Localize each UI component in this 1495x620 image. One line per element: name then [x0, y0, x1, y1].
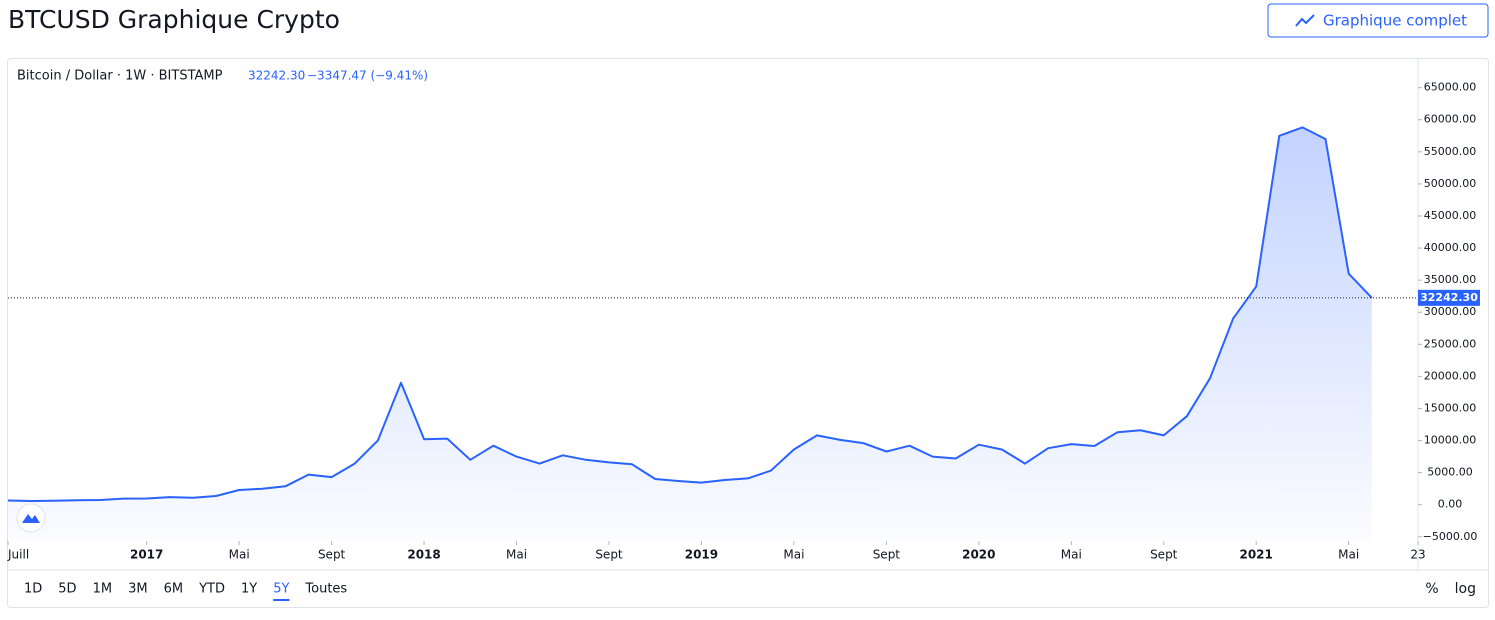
x-tick-label: Sept — [595, 548, 623, 562]
toolbar: 1D 5D 1M 3M 6M YTD 1Y 5Y Toutes log% — [24, 581, 1476, 601]
last-price-badge — [1418, 289, 1480, 306]
y-tick-label: 45000.00 — [1424, 209, 1477, 222]
y-tick-label: 25000.00 — [1424, 337, 1477, 350]
last-price-label: 32242.30 — [1420, 291, 1478, 304]
logo-icon[interactable] — [22, 514, 40, 523]
scale-button[interactable]: log — [1455, 581, 1476, 597]
x-tick-label: Mai — [506, 548, 527, 562]
x-tick-label: Mai — [783, 548, 804, 562]
range-button[interactable]: YTD — [198, 582, 225, 597]
range-button[interactable]: 3M — [128, 582, 148, 597]
scale-button[interactable]: % — [1425, 581, 1438, 597]
y-tick-label: 60000.00 — [1424, 113, 1477, 126]
x-tick-label: 23 — [1410, 548, 1425, 562]
x-tick-label: Sept — [318, 548, 346, 562]
button-frame[interactable] — [1267, 3, 1489, 38]
x-tick-label: Mai — [229, 548, 250, 562]
price-line — [7, 126, 1373, 502]
x-tick-label: Sept — [1150, 548, 1178, 562]
y-tick-label: 15000.00 — [1424, 401, 1477, 414]
legend-price: 32242.30 — [248, 69, 305, 83]
y-tick-label: 0.00 — [1438, 498, 1463, 511]
y-tick-label: −5000.00 — [1423, 530, 1478, 543]
y-tick-label: 55000.00 — [1424, 145, 1477, 158]
x-tick-label: Juill — [7, 548, 29, 562]
y-tick-label: 10000.00 — [1424, 434, 1477, 447]
range-button[interactable]: Toutes — [304, 582, 347, 597]
x-tick-label: 2017 — [130, 548, 163, 562]
range-button[interactable]: 6M — [164, 582, 184, 597]
y-tick-label: 40000.00 — [1424, 241, 1477, 254]
range-button[interactable]: 1M — [93, 582, 113, 597]
range-button[interactable]: 5D — [58, 582, 76, 597]
range-button[interactable]: 1Y — [241, 582, 257, 597]
widget-frame — [7, 58, 1489, 608]
x-tick-label: 2021 — [1239, 548, 1272, 562]
x-tick-label: Mai — [1338, 548, 1359, 562]
range-button[interactable]: 5Y — [273, 582, 289, 597]
area-fill — [8, 127, 1372, 541]
y-tick-label: 50000.00 — [1424, 177, 1477, 190]
page-title: BTCUSD Graphique Crypto — [8, 5, 340, 34]
y-tick-label: 30000.00 — [1424, 305, 1477, 318]
x-tick-label: 2018 — [407, 548, 440, 562]
button-label[interactable]: Graphique complet — [1323, 12, 1467, 30]
x-tick-label: Sept — [873, 548, 901, 562]
y-tick-label: 20000.00 — [1424, 369, 1477, 382]
y-tick-label: 65000.00 — [1424, 81, 1477, 94]
legend-change: −3347.47 (−9.41%) — [307, 69, 428, 83]
full-chart-button[interactable]: Graphique complet — [1267, 3, 1489, 38]
y-tick-label: 5000.00 — [1427, 466, 1473, 479]
y-tick-label: 35000.00 — [1424, 273, 1477, 286]
x-tick-label: 2019 — [685, 548, 718, 562]
plot: −5000.00 0.00 5000.00 10000.00 15000.00 20000… — [7, 81, 1480, 562]
x-tick-label: 2020 — [962, 548, 995, 562]
range-button[interactable]: 1D — [24, 582, 42, 597]
button-icon[interactable] — [1295, 14, 1315, 27]
legend-symbol: Bitcoin / Dollar · 1W · BITSTAMP — [17, 69, 223, 84]
x-tick-label: Mai — [1061, 548, 1082, 562]
logo[interactable] — [16, 503, 46, 533]
